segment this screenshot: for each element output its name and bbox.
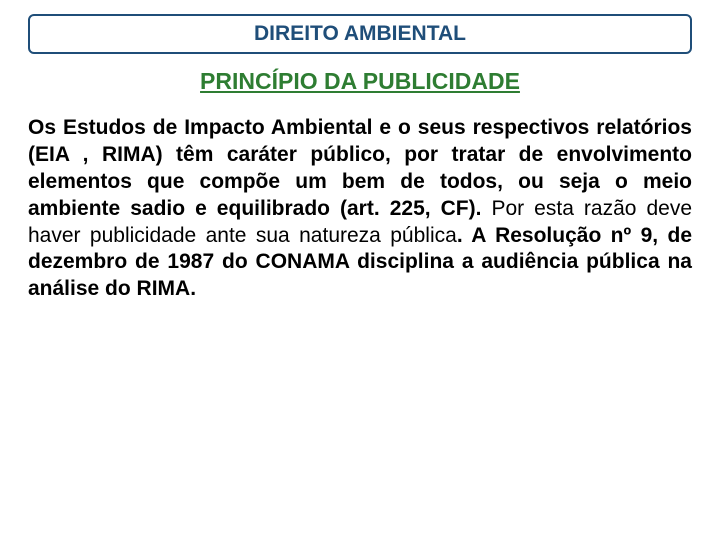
body-part3-bold-punct: . [457,224,471,247]
slide-container: DIREITO AMBIENTAL PRINCÍPIO DA PUBLICIDA… [0,0,720,540]
subtitle: PRINCÍPIO DA PUBLICIDADE [28,68,692,95]
header-box: DIREITO AMBIENTAL [28,14,692,54]
header-title: DIREITO AMBIENTAL [254,22,466,45]
body-paragraph: Os Estudos de Impacto Ambiental e o seus… [28,115,692,303]
